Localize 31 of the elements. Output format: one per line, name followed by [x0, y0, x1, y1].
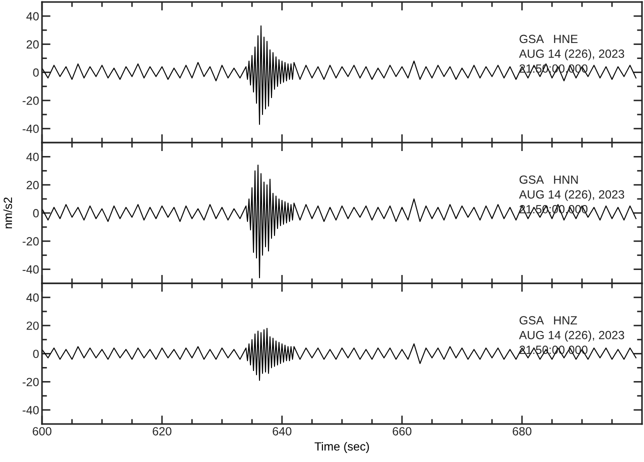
line-series [42, 164, 636, 278]
y-tick-label: -20 [22, 378, 39, 386]
y-tick-label: 20 [26, 40, 39, 49]
x-tick-label: 640 [272, 427, 292, 436]
y-tick-label: -40 [22, 124, 39, 133]
y-tick-label: 40 [26, 152, 39, 162]
annotation: GSA HNZ [520, 316, 578, 324]
annotation: AUG 14 (226), 2023 [519, 49, 624, 60]
x-tick-label: 660 [392, 427, 412, 436]
y-tick-label: 20 [26, 180, 39, 190]
line-series [42, 25, 636, 125]
y-tick-label: 40 [26, 293, 39, 302]
annotation: GSA HNN [520, 175, 578, 184]
y-tick-label: -20 [22, 237, 39, 246]
annotation: AUG 14 (226), 2023 [519, 330, 624, 342]
x-axis-title: Time (sec) [314, 442, 369, 453]
y-tick-label: -40 [22, 406, 39, 414]
y-axis-title: nm/s2 [3, 198, 12, 228]
annotation: GSA HNE [520, 34, 578, 44]
x-tick-label: 680 [512, 427, 532, 436]
y-tick-label: -40 [22, 265, 39, 274]
y-tick-label: 40 [26, 12, 39, 20]
annotation: AUG 14 (226), 2023 [519, 190, 624, 201]
y-tick-label: 0 [33, 350, 39, 358]
y-tick-label: 20 [26, 322, 39, 330]
line-series [42, 328, 636, 381]
x-tick-label: 600 [32, 427, 52, 436]
x-tick-label: 620 [152, 427, 172, 436]
y-tick-label: -20 [22, 96, 39, 105]
y-tick-label: 0 [33, 68, 39, 77]
y-tick-label: 0 [33, 209, 39, 218]
